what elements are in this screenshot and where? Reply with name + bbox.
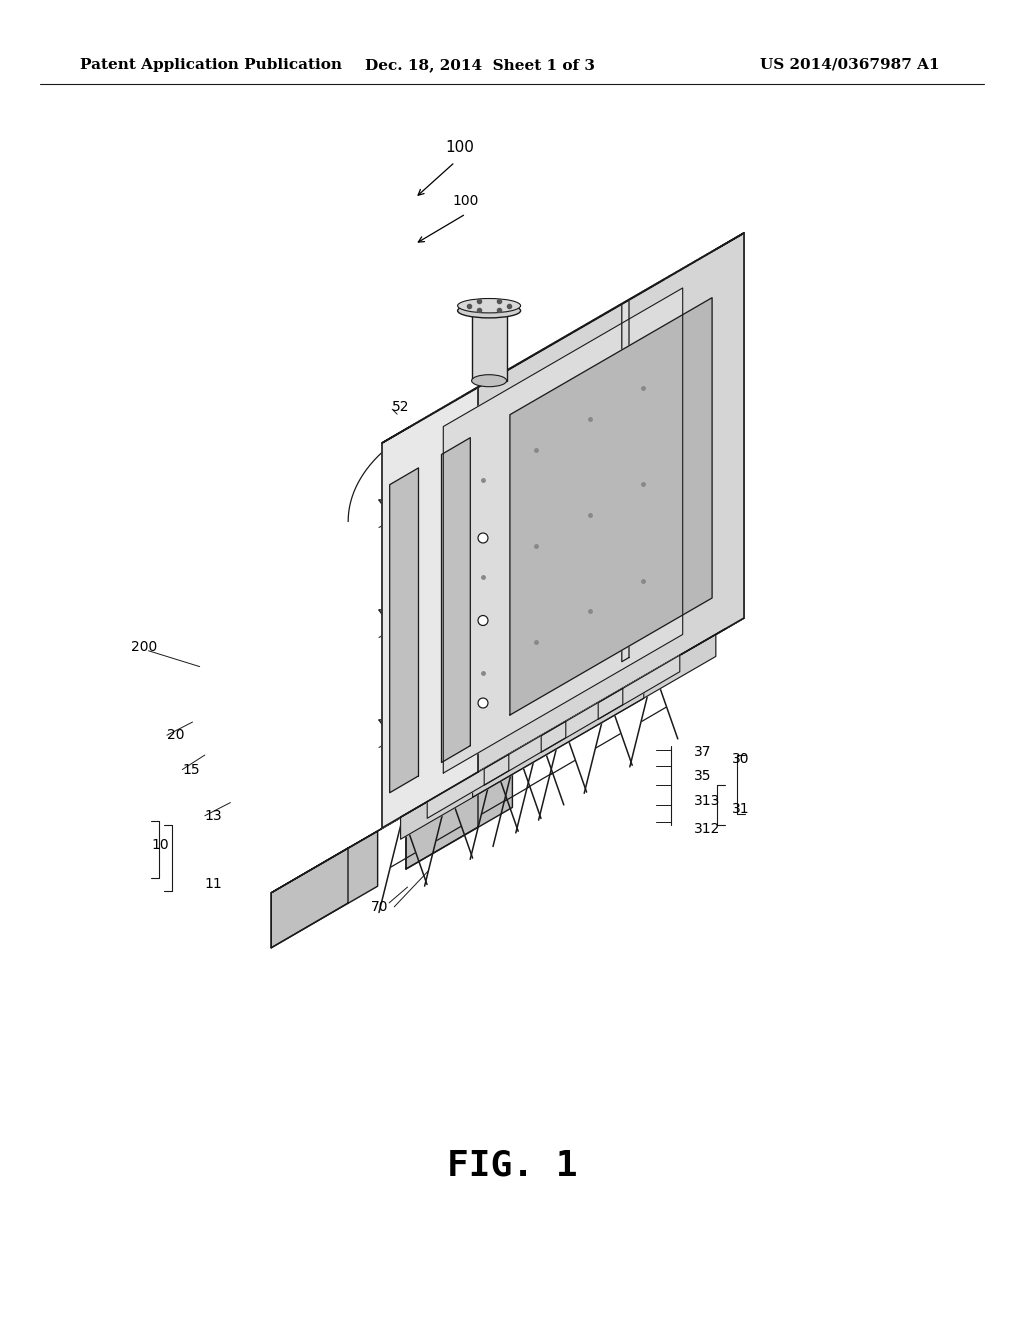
Text: 312: 312 bbox=[694, 822, 721, 836]
Text: 512: 512 bbox=[473, 492, 500, 506]
Polygon shape bbox=[463, 249, 715, 396]
Text: 513: 513 bbox=[456, 469, 482, 482]
Text: 35: 35 bbox=[694, 770, 712, 783]
Text: 313: 313 bbox=[694, 795, 721, 808]
Polygon shape bbox=[271, 787, 455, 892]
Text: 100: 100 bbox=[445, 140, 474, 156]
Text: 70: 70 bbox=[371, 900, 388, 913]
Ellipse shape bbox=[458, 304, 520, 318]
Text: 200: 200 bbox=[131, 640, 158, 653]
Text: 15: 15 bbox=[182, 763, 200, 776]
Text: 100: 100 bbox=[453, 194, 479, 207]
Text: 52: 52 bbox=[392, 400, 410, 413]
Polygon shape bbox=[382, 387, 478, 828]
Text: 55: 55 bbox=[561, 508, 579, 521]
Text: FIG. 1: FIG. 1 bbox=[446, 1148, 578, 1181]
Polygon shape bbox=[542, 688, 623, 752]
Circle shape bbox=[478, 698, 488, 708]
Polygon shape bbox=[382, 618, 744, 828]
Text: 53: 53 bbox=[535, 484, 552, 498]
Polygon shape bbox=[271, 847, 348, 948]
Polygon shape bbox=[598, 655, 680, 719]
Polygon shape bbox=[473, 635, 716, 797]
Polygon shape bbox=[382, 234, 744, 444]
Polygon shape bbox=[648, 234, 744, 675]
Text: 13: 13 bbox=[205, 809, 222, 822]
Text: Patent Application Publication: Patent Application Publication bbox=[80, 58, 342, 73]
Polygon shape bbox=[400, 676, 644, 840]
Text: 20: 20 bbox=[167, 729, 184, 742]
Polygon shape bbox=[390, 467, 419, 793]
Text: US 2014/0367987 A1: US 2014/0367987 A1 bbox=[761, 58, 940, 73]
Polygon shape bbox=[472, 310, 507, 380]
Polygon shape bbox=[622, 300, 629, 661]
Polygon shape bbox=[484, 721, 566, 785]
Polygon shape bbox=[271, 832, 378, 948]
Polygon shape bbox=[510, 298, 712, 715]
Text: 51: 51 bbox=[507, 432, 524, 445]
Polygon shape bbox=[406, 752, 512, 869]
Text: 11: 11 bbox=[205, 878, 222, 891]
Polygon shape bbox=[406, 772, 478, 869]
Polygon shape bbox=[427, 754, 509, 818]
Polygon shape bbox=[411, 280, 664, 426]
Ellipse shape bbox=[458, 298, 520, 313]
Text: 37: 37 bbox=[694, 746, 712, 759]
Text: 30: 30 bbox=[732, 752, 750, 766]
Polygon shape bbox=[400, 671, 653, 817]
Circle shape bbox=[478, 615, 488, 626]
Text: 31: 31 bbox=[732, 803, 750, 816]
Polygon shape bbox=[441, 438, 470, 763]
Polygon shape bbox=[443, 288, 683, 774]
Circle shape bbox=[478, 533, 488, 543]
Polygon shape bbox=[473, 628, 725, 775]
Polygon shape bbox=[406, 710, 585, 814]
Ellipse shape bbox=[472, 375, 507, 387]
Text: 50: 50 bbox=[579, 432, 596, 445]
Text: 515: 515 bbox=[418, 445, 444, 458]
Text: 10: 10 bbox=[152, 838, 169, 851]
Text: Dec. 18, 2014  Sheet 1 of 3: Dec. 18, 2014 Sheet 1 of 3 bbox=[365, 58, 595, 73]
Polygon shape bbox=[478, 234, 744, 772]
